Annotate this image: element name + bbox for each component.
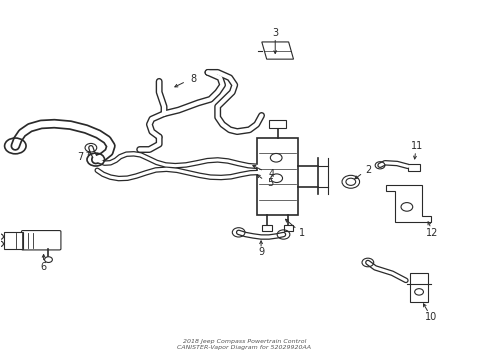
Circle shape bbox=[44, 257, 52, 262]
Text: 8: 8 bbox=[190, 74, 196, 84]
Text: 10: 10 bbox=[424, 312, 436, 322]
Text: 7: 7 bbox=[77, 152, 83, 162]
Bar bbox=[283, 225, 293, 231]
Polygon shape bbox=[261, 42, 293, 59]
Text: 4: 4 bbox=[268, 168, 274, 179]
Bar bbox=[409, 273, 427, 302]
Bar bbox=[262, 225, 271, 231]
Circle shape bbox=[0, 241, 3, 247]
Bar bbox=[407, 163, 419, 171]
Bar bbox=[268, 120, 286, 128]
FancyBboxPatch shape bbox=[21, 230, 61, 250]
Text: 3: 3 bbox=[272, 28, 278, 38]
Text: 9: 9 bbox=[258, 247, 264, 257]
Circle shape bbox=[0, 234, 3, 239]
Text: 5: 5 bbox=[266, 177, 272, 188]
Bar bbox=[4, 231, 23, 249]
Text: 6: 6 bbox=[41, 262, 46, 272]
Text: 2: 2 bbox=[365, 165, 371, 175]
Bar bbox=[256, 138, 298, 215]
Text: 11: 11 bbox=[409, 141, 422, 151]
Text: 1: 1 bbox=[298, 228, 305, 238]
Text: 2018 Jeep Compass Powertrain Control
CANISTER-Vapor Diagram for 52029920AA: 2018 Jeep Compass Powertrain Control CAN… bbox=[177, 339, 311, 350]
Polygon shape bbox=[386, 185, 430, 222]
Text: 12: 12 bbox=[425, 228, 438, 238]
